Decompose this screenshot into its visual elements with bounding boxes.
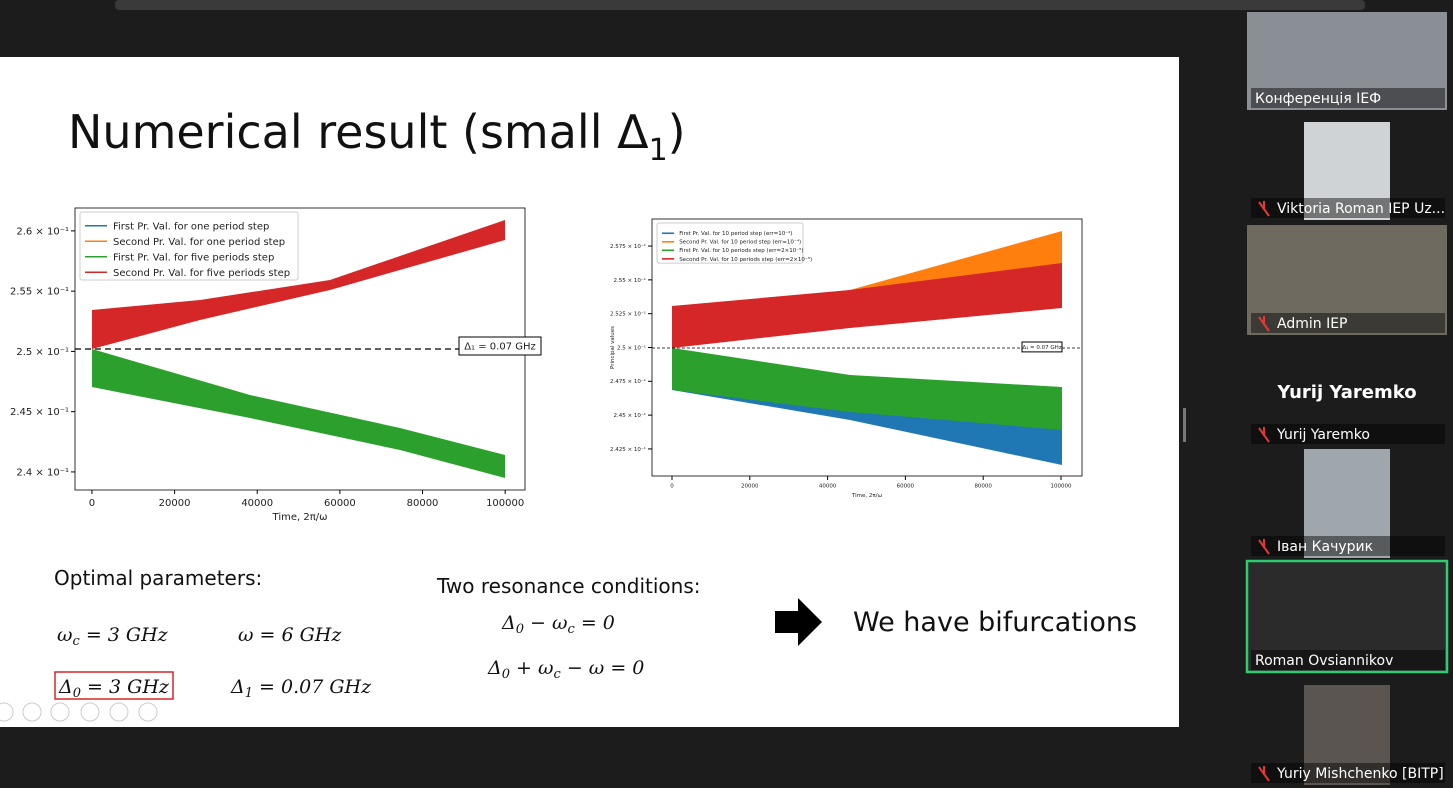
name-label-bg	[1251, 536, 1445, 556]
band-red	[672, 263, 1062, 348]
name-label-bg	[1251, 424, 1445, 444]
conclusion: We have bifurcations	[853, 607, 1137, 638]
x-tick-label: 60000	[897, 484, 915, 490]
legend-label: First Pr. Val. for 10 periods step (err=…	[679, 247, 803, 254]
name-label-bg	[1251, 650, 1445, 670]
mic-muted-icon	[1258, 539, 1270, 555]
arrow	[775, 598, 822, 646]
participant-name: Конференція ІЕФ	[1255, 91, 1381, 107]
slide-controls[interactable]	[0, 702, 158, 722]
y-tick-label: 2.45 × 10⁻¹	[10, 407, 69, 418]
legend-label: Second Pr. Val. for 10 period step (err=…	[679, 239, 801, 246]
annotation: Δ₁ = 0.07 GHz	[1022, 345, 1061, 351]
active-speaker	[1245, 559, 1449, 674]
display-name: Yurij Yaremko	[1276, 382, 1416, 403]
mic-muted-icon	[1258, 766, 1270, 782]
participant-name: Іван Качурик	[1277, 539, 1373, 555]
video-tile	[1304, 122, 1390, 220]
x-axis-label: Time, 2π/ω	[851, 493, 883, 499]
heading: Optimal parameters:	[54, 566, 262, 590]
video-tile	[1247, 561, 1447, 672]
legend	[79, 211, 299, 281]
heading: Two resonance conditions:	[436, 574, 701, 598]
y-tick-label: 2.6 × 10⁻¹	[16, 226, 69, 237]
y-tick-label: 2.475 × 10⁻¹	[610, 378, 646, 385]
x-tick-label: 20000	[159, 498, 191, 509]
participant-name: Roman Ovsiannikov	[1255, 653, 1393, 669]
video-tile	[1247, 12, 1447, 110]
y-tick-label: 2.5 × 10⁻¹	[16, 347, 69, 358]
y-tick-label: 2.45 × 10⁻¹	[614, 412, 646, 419]
participant-name: Viktoria Roman IEP Uz...	[1277, 201, 1445, 217]
y-tick-label: 2.55 × 10⁻¹	[614, 277, 646, 284]
y-tick-label: 2.5 × 10⁻¹	[617, 344, 646, 351]
band-green	[672, 348, 1062, 430]
x-tick-label: 80000	[974, 484, 992, 490]
mic-muted-icon	[1258, 316, 1270, 332]
y-tick-label: 2.575 × 10⁻¹	[610, 243, 646, 250]
mic-muted-icon	[1258, 201, 1270, 217]
slide-title: Numerical result (small Δ1)	[68, 105, 686, 168]
x-tick-label: 80000	[407, 498, 439, 509]
condition: Δ0 − ωc = 0	[501, 612, 615, 637]
x-tick-label: 40000	[819, 484, 837, 490]
video-tile	[1247, 225, 1447, 335]
y-tick-label: 2.4 × 10⁻¹	[16, 467, 69, 478]
annotation-box	[458, 336, 542, 356]
legend-label: First Pr. Val. for 10 period step (err=1…	[679, 230, 792, 237]
condition: Δ0 + ωc − ω = 0	[487, 657, 644, 682]
video-tile	[1304, 449, 1390, 558]
legend-label: Second Pr. Val. for five periods step	[113, 268, 290, 279]
top-bar[interactable]	[115, 0, 1365, 10]
name-label-bg	[1251, 313, 1445, 333]
legend-label: First Pr. Val. for five periods step	[113, 252, 274, 263]
x-tick-label: 0	[89, 498, 95, 509]
legend-label: Second Pr. Val. for one period step	[113, 237, 285, 248]
annotation: Δ₁ = 0.07 GHz	[464, 342, 536, 353]
legend-label: Second Pr. Val. for 10 periods step (err…	[679, 256, 812, 263]
legend	[656, 222, 804, 264]
video-tile	[1304, 685, 1390, 785]
x-tick-label: 40000	[241, 498, 273, 509]
x-tick-label: 100000	[1050, 484, 1071, 490]
x-tick-label: 60000	[324, 498, 356, 509]
name-label-bg	[1251, 198, 1445, 218]
x-tick-label: 20000	[741, 484, 759, 490]
mic-muted-icon	[1258, 427, 1270, 443]
name-label-bg	[1251, 763, 1445, 783]
band-green	[92, 349, 505, 478]
splitter[interactable]	[1183, 408, 1186, 442]
param: Δ1 = 0.07 GHz	[230, 676, 372, 701]
band-red	[92, 220, 505, 349]
x-tick-label: 100000	[486, 498, 524, 509]
y-tick-label: 2.425 × 10⁻¹	[610, 446, 646, 453]
param: ω = 6 GHz	[238, 624, 342, 646]
participant-name: Yuriy Mishchenko [BITP]	[1276, 766, 1444, 782]
y-axis-label: Principal values	[610, 326, 616, 369]
y-tick-label: 2.55 × 10⁻¹	[10, 287, 69, 298]
participant-name: Admin IEP	[1277, 316, 1348, 332]
x-axis-label: Time, 2π/ω	[272, 512, 328, 523]
annotation-box	[1021, 341, 1063, 353]
participant-name: Yurij Yaremko	[1276, 427, 1370, 443]
param: Δ0 = 3 GHz	[58, 676, 170, 701]
name-label-bg	[1251, 88, 1445, 108]
param: ωc = 3 GHz	[57, 624, 169, 649]
highlight-box	[54, 671, 174, 700]
y-tick-label: 2.525 × 10⁻¹	[610, 311, 646, 318]
x-tick-label: 0	[670, 484, 674, 490]
participants: Конференція ІЕФ Viktoria Roman IEP Uz... A…	[1245, 12, 1449, 785]
legend-label: First Pr. Val. for one period step	[113, 221, 269, 232]
